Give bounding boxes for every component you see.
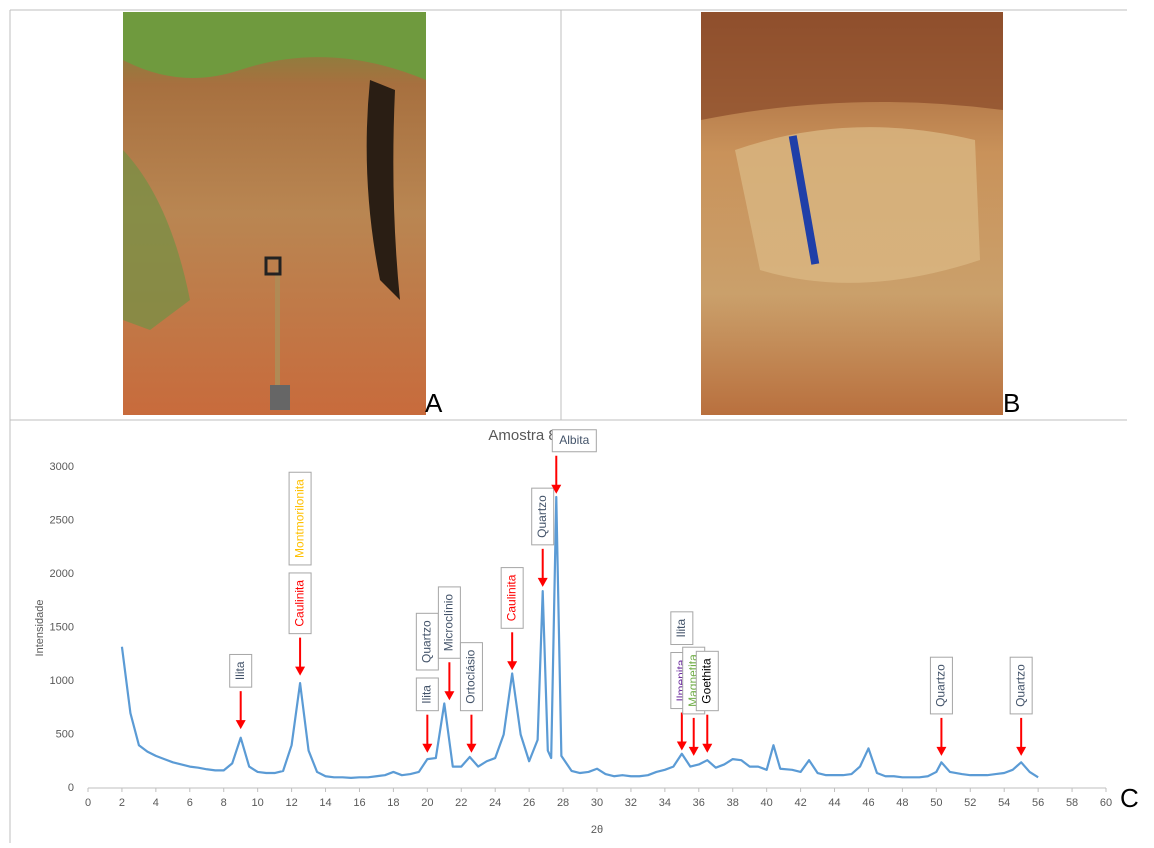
x-tick-label: 30 <box>591 797 603 809</box>
x-tick-label: 32 <box>625 797 637 809</box>
annotation-arrowhead <box>507 661 517 670</box>
annotation-text: Ilita <box>233 661 247 680</box>
annotation-arrowhead <box>689 747 699 756</box>
annotation-text: Quartzo <box>934 664 948 707</box>
x-tick-label: 14 <box>319 797 331 809</box>
data-line <box>122 497 1038 778</box>
y-tick-label: 0 <box>68 782 74 794</box>
x-tick-label: 28 <box>557 797 569 809</box>
x-tick-label: 54 <box>998 797 1010 809</box>
y-tick-label: 1000 <box>50 675 74 687</box>
x-tick-label: 4 <box>153 797 159 809</box>
x-tick-label: 16 <box>353 797 365 809</box>
x-tick-label: 22 <box>455 797 467 809</box>
x-tick-label: 26 <box>523 797 535 809</box>
annotation-arrowhead <box>422 744 432 753</box>
x-tick-label: 60 <box>1100 797 1112 809</box>
x-axis-title: 2θ <box>591 824 603 836</box>
y-tick-label: 3000 <box>50 461 74 473</box>
annotation-arrowhead <box>466 744 476 753</box>
y-tick-label: 2500 <box>50 514 74 526</box>
photo-b <box>701 12 1003 415</box>
y-tick-label: 1500 <box>50 621 74 633</box>
annotation-text: Albita <box>559 433 589 447</box>
y-tick-label: 2000 <box>50 568 74 580</box>
annotation-text: Ortoclásio <box>464 649 478 703</box>
annotation-text: Ilita <box>420 685 434 704</box>
annotation-label: Quartzo <box>416 613 438 670</box>
annotation-label: Caulinita <box>501 568 523 629</box>
annotation-label: Ortoclásio <box>460 643 482 711</box>
annotation-label: Albita <box>552 430 596 452</box>
annotation-label: Microclínio <box>438 587 460 658</box>
annotation-text: Quartzo <box>420 620 434 663</box>
x-tick-label: 42 <box>794 797 806 809</box>
annotation-label: Quartzo <box>1010 657 1032 714</box>
x-tick-label: 58 <box>1066 797 1078 809</box>
annotation-arrowhead <box>702 744 712 753</box>
annotation-label: Caulinita <box>289 573 311 634</box>
annotation-label: Montmorilonita <box>289 472 311 565</box>
x-tick-label: 0 <box>85 797 91 809</box>
annotation-arrowhead <box>677 742 687 751</box>
x-tick-label: 38 <box>727 797 739 809</box>
x-tick-label: 34 <box>659 797 671 809</box>
x-tick-label: 36 <box>693 797 705 809</box>
x-tick-label: 12 <box>285 797 297 809</box>
x-tick-label: 40 <box>761 797 773 809</box>
x-tick-label: 18 <box>387 797 399 809</box>
annotation-text: Caulinita <box>292 580 306 627</box>
annotation-text: Ilita <box>674 619 688 638</box>
annotation-label: Quartzo <box>532 488 554 545</box>
annotation-arrowhead <box>936 747 946 756</box>
x-tick-label: 50 <box>930 797 942 809</box>
annotation-text: Quartzo <box>535 495 549 538</box>
annotation-label: Ilita <box>230 654 252 687</box>
x-tick-label: 20 <box>421 797 433 809</box>
annotation-label: Quartzo <box>930 657 952 714</box>
annotation-arrowhead <box>295 667 305 676</box>
annotation-label: Ilita <box>671 612 693 645</box>
annotation-text: Microclínio <box>442 594 456 652</box>
panel-label: C <box>1120 783 1139 813</box>
x-tick-label: 2 <box>119 797 125 809</box>
annotation-text: Montmorilonita <box>292 479 306 558</box>
panel-label: B <box>1003 388 1020 418</box>
annotation-label: Ilita <box>416 678 438 711</box>
y-tick-label: 500 <box>56 728 74 740</box>
panel-label: A <box>425 388 443 418</box>
x-tick-label: 24 <box>489 797 501 809</box>
x-tick-label: 44 <box>828 797 840 809</box>
x-tick-label: 52 <box>964 797 976 809</box>
annotation-label: Goethita <box>696 651 718 710</box>
x-tick-label: 56 <box>1032 797 1044 809</box>
annotation-text: Goethita <box>699 658 713 704</box>
photo-a <box>123 12 426 415</box>
x-tick-label: 8 <box>221 797 227 809</box>
annotation-text: Caulinita <box>504 574 518 621</box>
annotation-arrowhead <box>1016 747 1026 756</box>
annotation-arrowhead <box>236 720 246 729</box>
page: A B C Amostra 8C Intensidade 2θ 05001000… <box>0 0 1154 848</box>
x-tick-label: 48 <box>896 797 908 809</box>
x-tick-label: 6 <box>187 797 193 809</box>
figure: A B C Amostra 8C Intensidade 2θ 05001000… <box>0 0 1154 843</box>
y-axis-title: Intensidade <box>34 600 46 657</box>
annotation-text: Quartzo <box>1013 664 1027 707</box>
annotation-arrowhead <box>444 691 454 700</box>
x-tick-label: 10 <box>252 797 264 809</box>
annotation-arrowhead <box>538 578 548 587</box>
x-tick-label: 46 <box>862 797 874 809</box>
